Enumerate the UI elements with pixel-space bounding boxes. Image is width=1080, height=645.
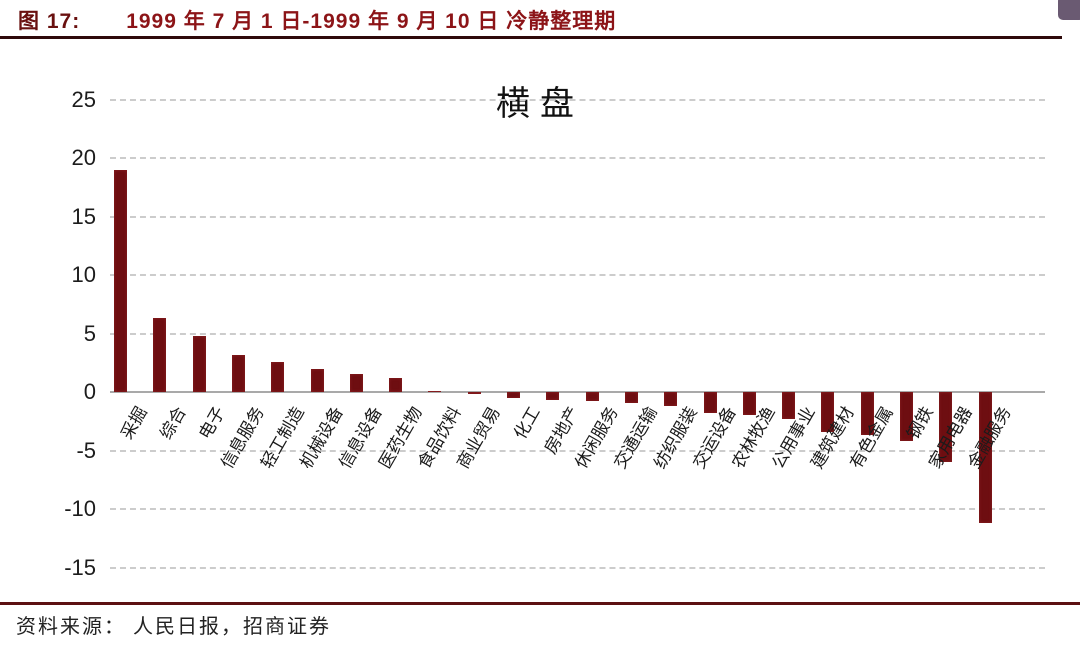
x-axis-zero-line [110, 391, 1045, 393]
bar [467, 392, 481, 394]
x-category-label: 采掘 [116, 403, 151, 443]
y-tick-label: 20 [71, 145, 96, 170]
bar [624, 392, 638, 403]
y-tick-label: 10 [71, 262, 96, 287]
gridline [110, 98, 1045, 101]
x-category-label: 电子 [195, 403, 229, 443]
footer-divider [0, 602, 1080, 605]
gridline [110, 274, 1045, 276]
y-tick-label: -15 [64, 554, 96, 580]
header-divider [0, 36, 1062, 39]
x-category-label: 化工 [509, 403, 544, 443]
y-tick-label: 15 [71, 203, 96, 229]
bar [192, 335, 206, 392]
bar [821, 392, 835, 432]
bar [349, 374, 363, 392]
bar [428, 390, 442, 393]
bar [782, 392, 796, 419]
y-tick-label: -5 [76, 437, 96, 463]
bar [742, 392, 756, 416]
gridline [110, 508, 1045, 510]
y-tick-label: -10 [64, 496, 96, 521]
bar [585, 392, 599, 402]
corner-accent-square [1058, 0, 1080, 20]
bar [703, 392, 717, 414]
gridline [110, 157, 1045, 159]
y-tick-label: 25 [71, 86, 96, 112]
bar [860, 392, 874, 436]
chart-title: 横盘 [496, 85, 584, 123]
bar [507, 392, 520, 398]
bar [389, 377, 403, 392]
bar [271, 361, 285, 392]
bar [900, 392, 913, 442]
y-tick-label: 0 [83, 379, 96, 404]
bar [153, 318, 167, 392]
gridline [110, 332, 1045, 335]
bar [546, 392, 560, 401]
y-tick-label: 5 [83, 320, 96, 346]
bar [114, 169, 127, 392]
figure-header: 图 17: 1999 年 7 月 1 日-1999 年 9 月 10 日 冷静整… [18, 6, 616, 34]
gridline [110, 449, 1045, 452]
figure-title: 1999 年 7 月 1 日-1999 年 9 月 10 日 冷静整理期 [126, 10, 617, 33]
figure-number-label: 图 17: [18, 10, 81, 33]
bar [231, 354, 245, 392]
source-note: 资料来源： 人民日报，招商证券 [16, 616, 331, 638]
bar-chart: 横盘 -15 -10 -5 0 5 10 15 20 25 采掘 综合 电子 信息服务 轻工制造 机械设备信… [0, 44, 1080, 600]
x-category-label: 综合 [156, 403, 190, 443]
bar [664, 392, 678, 407]
gridline [110, 566, 1045, 569]
bar [978, 392, 992, 524]
gridline [110, 215, 1045, 218]
bar [939, 392, 953, 463]
bar [310, 368, 324, 392]
